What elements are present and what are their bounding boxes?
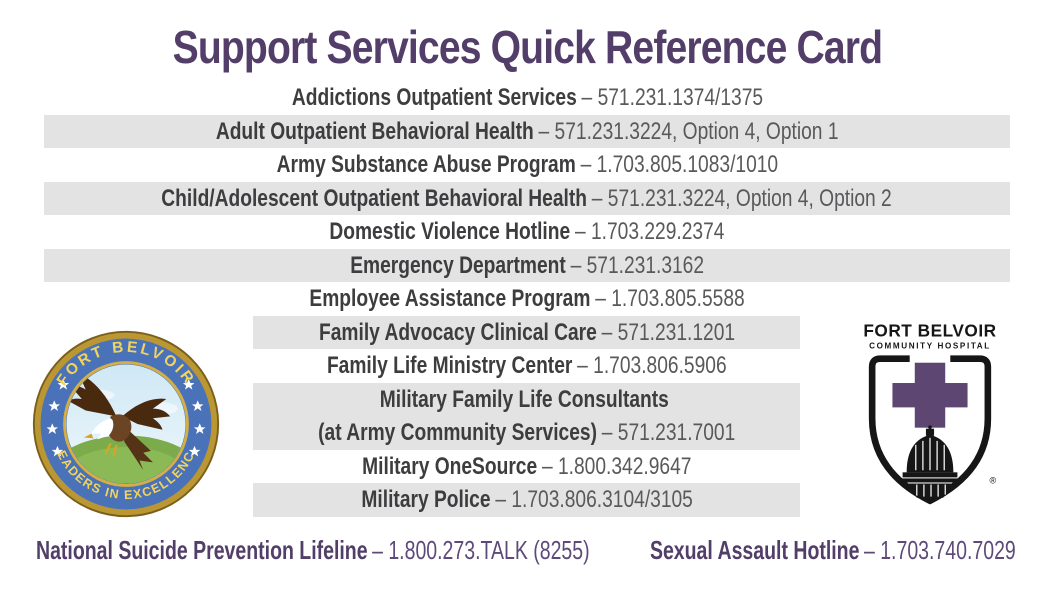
service-number: – 571.231.7001: [602, 419, 736, 446]
service-number: – 571.231.1374/1375: [581, 84, 763, 111]
service-line-1: Employee Assistance Program – 1.703.805.5…: [0, 282, 1054, 316]
service-number: – 1.703.805.1083/1010: [580, 151, 778, 178]
fort-belvoir-seal: FORT BELVOIR LEADERS IN EXCELLENCE: [30, 328, 220, 518]
service-number: – 1.703.805.5588: [595, 285, 745, 312]
service-row: Adult Outpatient Behavioral Health – 571.…: [0, 114, 1054, 149]
hospital-logo: FORT BELVOIR COMMUNITY HOSPITAL ®: [863, 322, 997, 505]
footer-hotline-suicide-prevention: National Suicide Prevention Lifeline – 1.…: [36, 529, 774, 571]
row-shade-band: [44, 181, 1010, 215]
service-line-1: Military OneSource – 1.800.342.9647: [0, 450, 1054, 484]
service-number: – 1.800.342.9647: [542, 452, 692, 480]
service-number: – 571.231.3224, Option 4, Option 1: [538, 117, 839, 145]
service-number: – 571.231.3162: [570, 251, 704, 279]
service-name: Military Family Life Consultants: [380, 385, 670, 413]
service-name: Addictions Outpatient Services: [291, 84, 577, 111]
service-row: Military OneSource – 1.800.342.9647: [0, 450, 1054, 484]
service-name-line2: (at Army Community Services): [318, 419, 598, 446]
page-title: Support Services Quick Reference Card: [0, 20, 1054, 74]
service-line-1: Family Advocacy Clinical Care – 571.231.1…: [0, 316, 1054, 350]
service-name: Emergency Department: [350, 251, 566, 279]
hotline-name: National Suicide Prevention Lifeline: [36, 535, 368, 565]
hotline-number: – 1.703.740.7029: [864, 535, 1016, 565]
service-number: – 571.231.3224, Option 4, Option 2: [592, 184, 893, 212]
service-line-1: Army Substance Abuse Program – 1.703.805.…: [0, 148, 1054, 182]
service-row: Employee Assistance Program – 1.703.805.5…: [0, 282, 1054, 316]
hospital-name-text: FORT BELVOIR: [863, 322, 996, 340]
service-number: – 1.703.806.3104/3105: [495, 486, 693, 513]
service-row: Addictions Outpatient Services – 571.231.…: [0, 81, 1054, 115]
service-number: – 571.231.1201: [601, 318, 736, 346]
row-shade-band: [253, 483, 800, 517]
service-line-1: Emergency Department – 571.231.3162: [0, 249, 1054, 283]
service-line-1: Military Family Life Consultants: [0, 383, 1054, 417]
service-name: Military Police: [361, 486, 491, 513]
row-shade-band: [253, 315, 800, 349]
hospital-shield-outline: [868, 355, 992, 505]
service-name: Family Life Ministry Center: [327, 352, 573, 379]
service-name: Family Advocacy Clinical Care: [318, 318, 597, 346]
row-shade-band: [253, 382, 800, 450]
service-line-1: Child/Adolescent Outpatient Behavioral H…: [0, 182, 1054, 216]
service-name: Domestic Violence Hotline: [329, 218, 571, 245]
service-row: Child/Adolescent Outpatient Behavioral H…: [0, 181, 1054, 216]
service-line-1: Adult Outpatient Behavioral Health – 571.…: [0, 115, 1054, 149]
footer-hotline-sexual-assault: Sexual Assault Hotline – 1.703.740.7029: [528, 529, 1016, 571]
service-row: Emergency Department – 571.231.3162: [0, 248, 1054, 283]
row-shade-band: [44, 114, 1010, 148]
service-line-1: Military Police – 1.703.806.3104/3105: [0, 483, 1054, 517]
capitol-dome-icon: [898, 425, 962, 498]
service-name: Employee Assistance Program: [309, 285, 591, 312]
service-number: – 1.703.806.5906: [577, 352, 727, 379]
service-line-1: Domestic Violence Hotline – 1.703.229.237…: [0, 215, 1054, 249]
hospital-subtitle-text: COMMUNITY HOSPITAL: [869, 342, 991, 351]
service-row: Domestic Violence Hotline – 1.703.229.237…: [0, 215, 1054, 249]
service-row: Family Life Ministry Center – 1.703.806.5…: [0, 349, 1054, 383]
service-row: Military Police – 1.703.806.3104/3105: [0, 483, 1054, 517]
service-name: Adult Outpatient Behavioral Health: [215, 117, 534, 145]
seal-inner-gold-ring: [63, 361, 189, 487]
row-shade-band: [44, 248, 1010, 282]
service-line-2: (at Army Community Services) – 571.231.70…: [0, 416, 1054, 450]
seal-center-scene: [66, 364, 186, 484]
hotline-number: – 1.800.273.TALK (8255): [372, 535, 590, 565]
registered-trademark-symbol: ®: [990, 475, 997, 485]
eagle-icon: [68, 372, 171, 471]
service-row: Military Family Life Consultants (at Arm…: [0, 382, 1054, 450]
service-name: Military OneSource: [362, 452, 538, 480]
page-title-text: Support Services Quick Reference Card: [172, 21, 882, 73]
medical-cross-icon: [892, 362, 968, 428]
hotline-name: Sexual Assault Hotline: [650, 535, 860, 565]
service-line-1: Family Life Ministry Center – 1.703.806.5…: [0, 349, 1054, 383]
service-row: Family Advocacy Clinical Care – 571.231.1…: [0, 315, 1054, 350]
service-name: Army Substance Abuse Program: [276, 151, 576, 178]
service-number: – 1.703.229.2374: [575, 218, 725, 245]
service-name: Child/Adolescent Outpatient Behavioral H…: [161, 184, 588, 212]
services-list: Addictions Outpatient Services – 571.231.…: [0, 81, 1054, 517]
service-line-1: Addictions Outpatient Services – 571.231.…: [0, 81, 1054, 115]
service-row: Army Substance Abuse Program – 1.703.805.…: [0, 148, 1054, 182]
